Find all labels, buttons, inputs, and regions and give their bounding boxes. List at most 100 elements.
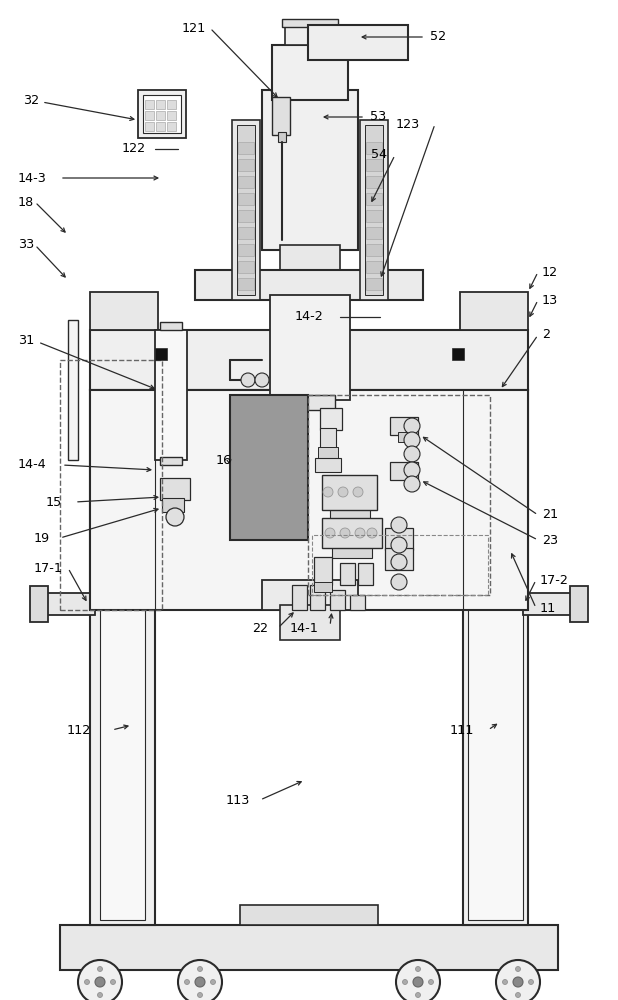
- Circle shape: [391, 574, 407, 590]
- Text: 122: 122: [122, 142, 146, 155]
- Bar: [60, 360, 162, 610]
- Circle shape: [391, 537, 407, 553]
- Circle shape: [428, 980, 433, 984]
- Bar: [238, 227, 254, 239]
- Bar: [90, 390, 155, 925]
- Text: 121: 121: [182, 21, 206, 34]
- Bar: [272, 97, 290, 135]
- Bar: [282, 19, 338, 27]
- Text: 54: 54: [371, 148, 387, 161]
- Bar: [238, 278, 254, 290]
- Bar: [322, 475, 377, 510]
- Bar: [195, 270, 423, 300]
- Bar: [312, 535, 488, 595]
- Circle shape: [195, 977, 205, 987]
- Bar: [160, 322, 182, 330]
- Bar: [385, 528, 413, 550]
- Bar: [366, 278, 382, 290]
- Bar: [167, 122, 176, 131]
- Bar: [320, 408, 342, 430]
- Bar: [90, 330, 528, 390]
- Bar: [285, 395, 335, 410]
- Bar: [68, 320, 78, 460]
- Circle shape: [404, 462, 420, 478]
- Text: 52: 52: [430, 30, 446, 43]
- Bar: [366, 261, 382, 273]
- Text: 17-2: 17-2: [540, 574, 569, 586]
- Circle shape: [166, 508, 184, 526]
- Bar: [238, 261, 254, 273]
- Bar: [156, 111, 165, 120]
- Bar: [232, 120, 260, 300]
- Circle shape: [413, 977, 423, 987]
- Bar: [314, 582, 332, 592]
- Bar: [350, 595, 365, 610]
- Bar: [145, 122, 154, 131]
- Circle shape: [255, 373, 269, 387]
- Text: 2: 2: [542, 328, 550, 342]
- Bar: [238, 159, 254, 171]
- Circle shape: [241, 373, 255, 387]
- Bar: [100, 395, 145, 920]
- Circle shape: [404, 446, 420, 462]
- Bar: [138, 90, 186, 138]
- Circle shape: [502, 980, 507, 984]
- Bar: [278, 132, 286, 142]
- Text: 19: 19: [34, 532, 50, 544]
- Circle shape: [391, 554, 407, 570]
- Bar: [262, 90, 358, 250]
- Bar: [366, 159, 382, 171]
- Circle shape: [355, 528, 365, 538]
- Bar: [330, 508, 370, 520]
- Circle shape: [402, 980, 407, 984]
- Bar: [366, 193, 382, 205]
- Circle shape: [367, 528, 377, 538]
- Text: 113: 113: [226, 794, 250, 806]
- Circle shape: [528, 980, 533, 984]
- Bar: [385, 548, 413, 570]
- Circle shape: [98, 966, 103, 972]
- Circle shape: [340, 528, 350, 538]
- Circle shape: [404, 418, 420, 434]
- Bar: [145, 111, 154, 120]
- Bar: [285, 27, 335, 45]
- Circle shape: [198, 966, 203, 972]
- Text: 14-2: 14-2: [295, 310, 324, 324]
- Bar: [340, 563, 355, 585]
- Bar: [318, 447, 338, 460]
- Text: 15: 15: [46, 495, 62, 508]
- Bar: [145, 100, 154, 109]
- Circle shape: [515, 966, 520, 972]
- Text: 112: 112: [67, 724, 91, 736]
- Bar: [322, 518, 382, 548]
- Text: 33: 33: [18, 238, 34, 251]
- Bar: [90, 390, 528, 610]
- Circle shape: [338, 487, 348, 497]
- Bar: [366, 244, 382, 256]
- Circle shape: [95, 977, 105, 987]
- Bar: [230, 395, 308, 540]
- Text: 23: 23: [542, 534, 558, 546]
- Bar: [238, 244, 254, 256]
- Bar: [366, 176, 382, 188]
- Bar: [292, 585, 307, 610]
- Bar: [398, 432, 414, 442]
- Bar: [143, 95, 181, 133]
- Circle shape: [404, 432, 420, 448]
- Bar: [463, 390, 528, 925]
- Bar: [30, 586, 48, 622]
- Bar: [366, 142, 382, 154]
- Bar: [452, 348, 464, 360]
- Bar: [162, 498, 184, 512]
- Circle shape: [415, 992, 420, 998]
- Bar: [238, 176, 254, 188]
- Bar: [155, 348, 167, 360]
- Bar: [330, 590, 345, 610]
- Bar: [237, 125, 255, 295]
- Bar: [390, 462, 418, 480]
- Text: 53: 53: [370, 110, 386, 123]
- Bar: [290, 275, 330, 310]
- Bar: [332, 546, 372, 558]
- Bar: [308, 25, 408, 60]
- Bar: [240, 905, 378, 925]
